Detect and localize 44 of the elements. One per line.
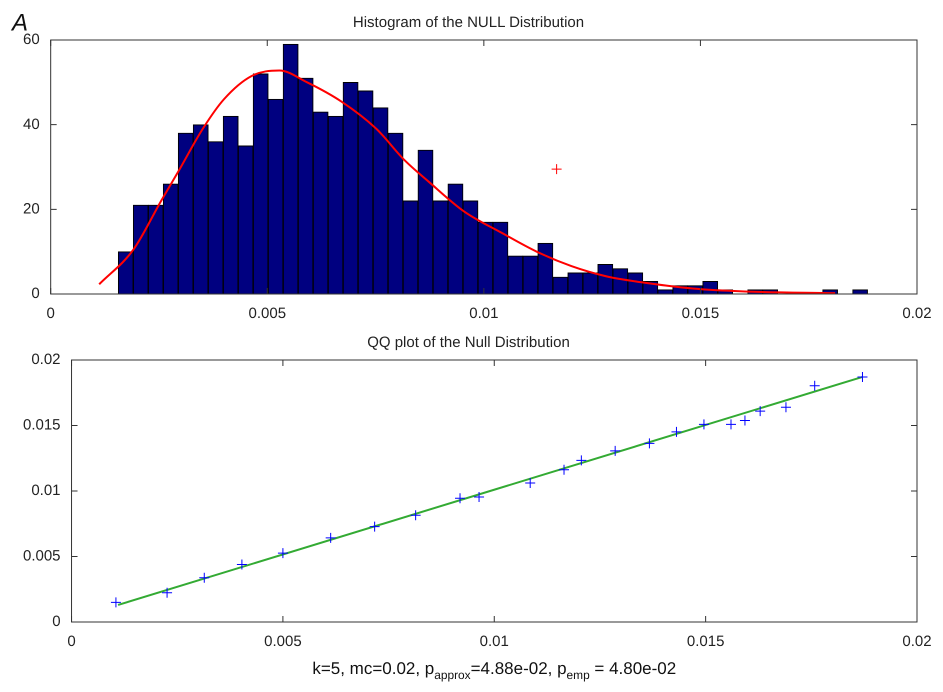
x-tick-label: 0 [67, 633, 76, 650]
point [110, 596, 122, 608]
point [454, 492, 466, 504]
point [809, 380, 820, 392]
point [236, 558, 248, 570]
x-tick-label: 0.005 [264, 633, 302, 650]
x-tick-label: 0.015 [682, 305, 720, 322]
y-tick-label: 0 [52, 613, 61, 630]
chart-title: Histogram of the NULL Distribution [352, 14, 584, 32]
chart-title: QQ plot of the Null Distribution [367, 334, 570, 352]
point [670, 426, 682, 438]
point [325, 532, 336, 544]
point [558, 464, 570, 476]
y-tick-label: 0.015 [22, 416, 61, 434]
point [576, 454, 587, 466]
x-tick-label: 0.015 [686, 633, 724, 650]
point [369, 521, 380, 532]
y-tick-label: 60 [22, 31, 40, 48]
y-tick-label: 20 [22, 200, 40, 218]
point [474, 492, 485, 503]
y-tick-label: 0.005 [22, 548, 61, 565]
point [198, 572, 210, 584]
point [856, 372, 868, 383]
point [162, 587, 173, 598]
line-series [98, 69, 836, 294]
x-tick-label: 0.01 [480, 633, 509, 650]
point [410, 510, 422, 521]
point [524, 478, 536, 489]
y-tick-label: 0 [31, 285, 40, 302]
point [726, 418, 736, 430]
y-tick-label: 0.01 [31, 482, 61, 500]
x-tick-label: 0.005 [248, 305, 286, 322]
x-tick-label: 0.01 [469, 305, 498, 322]
point [698, 418, 710, 430]
x-tick-label: 0.02 [902, 305, 932, 322]
point [780, 402, 792, 413]
point [754, 406, 766, 417]
x-tick-label: 0.02 [902, 633, 932, 650]
y-tick-label: 0.02 [31, 351, 61, 368]
point [610, 445, 621, 456]
y-tick-label: 40 [22, 116, 40, 133]
point [277, 548, 288, 559]
point [644, 438, 655, 449]
point [739, 415, 750, 426]
